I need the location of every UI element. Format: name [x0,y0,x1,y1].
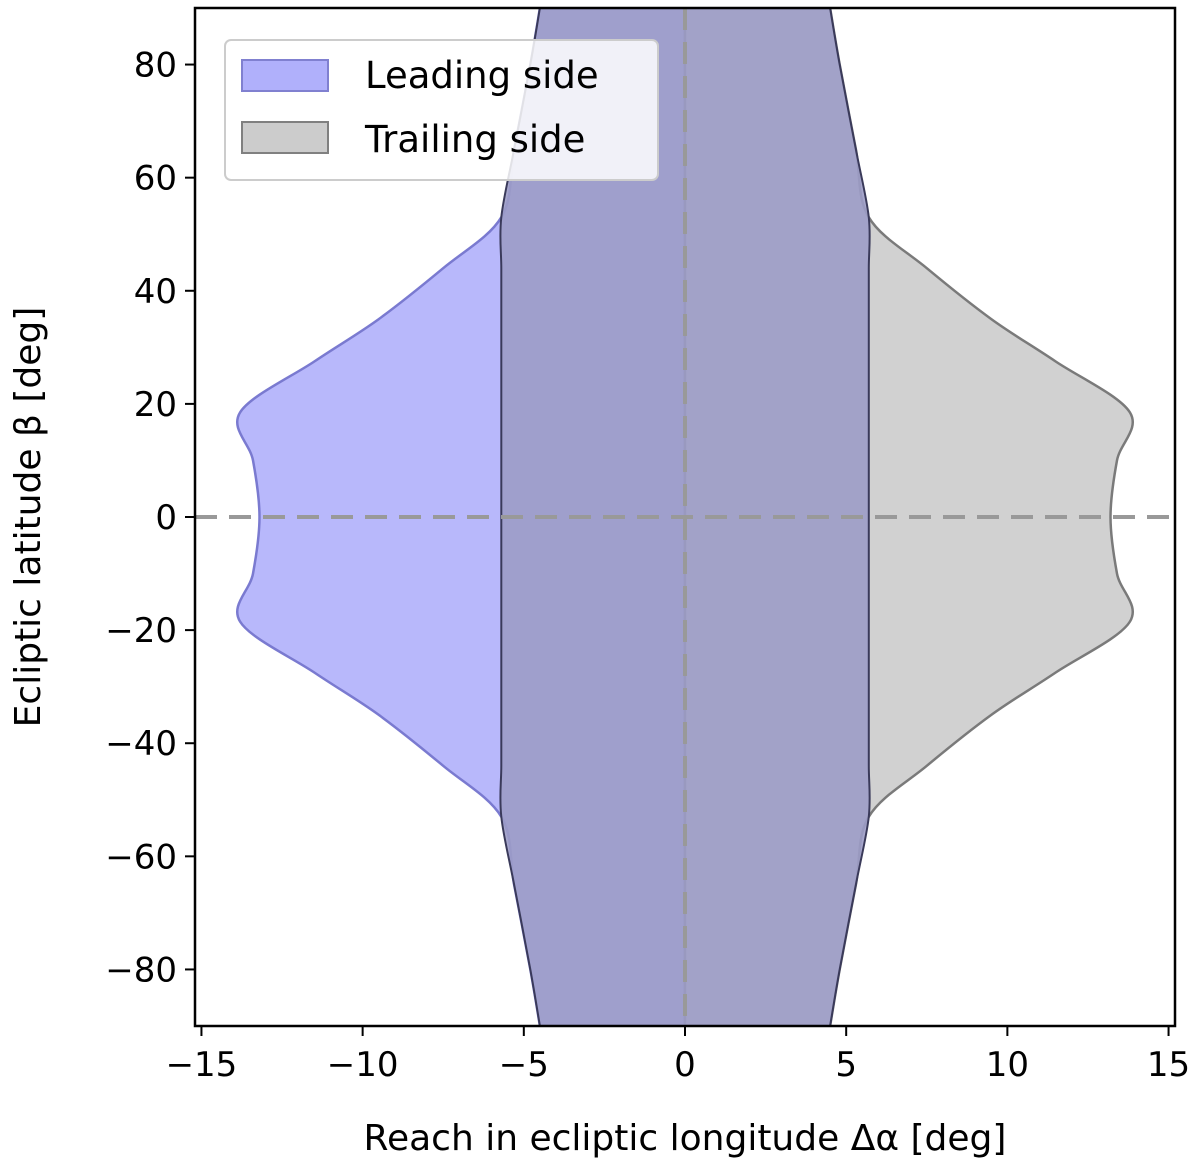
y-tick-label: −20 [105,611,177,651]
x-tick-label: −10 [327,1045,399,1085]
legend-box [224,39,659,181]
plot-area [195,8,1175,1026]
legend-swatch-leading [241,59,329,92]
y-tick-label: −60 [105,837,177,877]
x-tick-label: 10 [986,1045,1029,1085]
y-axis-ticks: 80 60 40 20 0 −20 −40 −60 −80 [105,46,195,990]
x-tick-label: 15 [1147,1045,1190,1085]
y-tick-label: 40 [134,272,177,312]
y-tick-label: −80 [105,950,177,990]
x-tick-label: 5 [835,1045,857,1085]
x-tick-label: −5 [499,1045,549,1085]
x-tick-label: 0 [674,1045,696,1085]
legend: Leading side Trailing side [224,39,659,181]
x-axis-label: Reach in ecliptic longitude Δα [deg] [364,1118,1007,1159]
y-tick-label: 80 [134,46,177,86]
x-axis-ticks: −15 −10 −5 0 5 10 15 [166,1026,1190,1085]
y-axis-label: Ecliptic latitude β [deg] [8,307,49,728]
y-tick-label: 0 [155,498,177,538]
x-tick-label: −15 [166,1045,238,1085]
y-tick-label: 20 [134,385,177,425]
legend-label-leading: Leading side [365,54,599,97]
y-tick-label: 60 [134,159,177,199]
legend-label-trailing: Trailing side [364,118,585,161]
reference-lines [195,8,1175,1026]
legend-swatch-trailing [241,121,329,154]
y-tick-label: −40 [105,724,177,764]
